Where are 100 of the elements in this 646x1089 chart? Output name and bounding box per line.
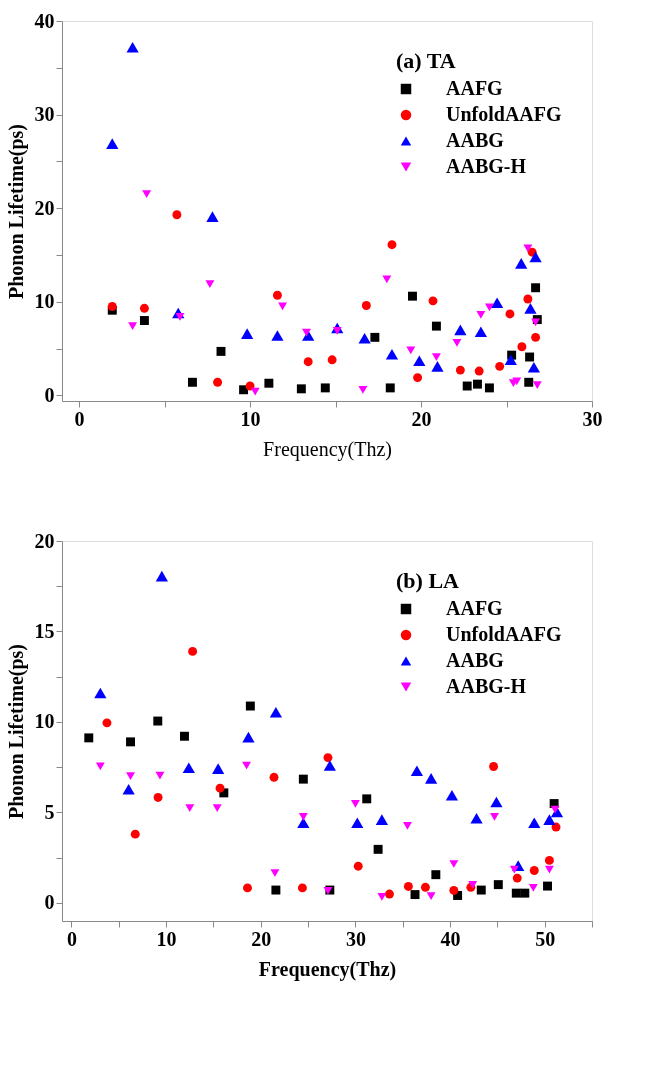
point: [296, 384, 306, 394]
x-tick-label: 10: [240, 407, 261, 430]
point: [512, 873, 522, 883]
point: [320, 383, 330, 393]
point: [523, 294, 533, 304]
point: [241, 328, 254, 339]
x-tick-label: 30: [345, 927, 366, 950]
point: [323, 753, 333, 763]
x-tick-label: 20: [411, 407, 432, 430]
point: [550, 805, 560, 814]
point: [302, 328, 311, 337]
point: [431, 321, 441, 331]
point: [351, 817, 364, 829]
point: [402, 821, 412, 830]
point: [543, 814, 556, 825]
point: [353, 861, 363, 871]
y-tick-label: 20: [34, 529, 55, 552]
point: [298, 812, 308, 821]
x-tick-label: 50: [535, 927, 556, 950]
point: [188, 646, 198, 656]
x-axis-title: Frequency(Thz): [258, 957, 397, 981]
legend-label: AAFG: [446, 597, 504, 619]
x-tick-label: 40: [440, 927, 461, 950]
point: [544, 865, 554, 874]
legend-label: AABG-H: [446, 675, 527, 697]
point: [187, 377, 197, 387]
point: [155, 570, 168, 582]
point: [385, 383, 395, 393]
point: [403, 881, 413, 891]
point: [172, 210, 182, 220]
point: [413, 355, 426, 367]
point: [529, 251, 542, 263]
y-tick-label: 20: [34, 196, 55, 219]
point: [212, 763, 225, 774]
point: [490, 297, 504, 309]
point: [384, 889, 394, 899]
point: [472, 379, 482, 389]
x-tick-label: 30: [582, 407, 603, 430]
point: [139, 316, 149, 325]
point: [431, 361, 444, 372]
point: [350, 800, 360, 808]
point: [303, 357, 313, 367]
y-tick-label: 40: [34, 9, 55, 32]
point: [524, 303, 537, 314]
y-tick-label: 10: [34, 710, 55, 733]
point: [242, 761, 252, 770]
y-tick-label: 10: [34, 290, 55, 313]
point: [270, 869, 280, 878]
point: [139, 303, 149, 313]
point: [420, 882, 430, 892]
point: [269, 706, 283, 718]
point: [426, 892, 436, 901]
point: [362, 794, 372, 804]
point: [520, 888, 530, 898]
y-tick-label: 15: [34, 619, 55, 642]
point: [142, 190, 152, 199]
point: [370, 332, 380, 342]
point: [215, 783, 225, 793]
point: [94, 687, 107, 699]
legend-label: UnfoldAAFG: [446, 623, 563, 645]
point: [476, 885, 486, 895]
point: [175, 312, 185, 321]
point: [454, 324, 467, 336]
point: [212, 804, 222, 812]
point: [106, 138, 119, 149]
point: [455, 365, 465, 375]
x-tick-label: 0: [74, 407, 85, 430]
point: [505, 309, 515, 319]
point: [182, 762, 195, 774]
point: [264, 378, 274, 388]
point: [205, 280, 215, 288]
point: [529, 866, 539, 875]
point: [332, 326, 342, 335]
point: [431, 353, 441, 361]
point: [511, 888, 521, 898]
point: [509, 865, 519, 874]
point: [102, 718, 112, 728]
point: [126, 772, 135, 780]
point: [524, 377, 534, 387]
point: [413, 373, 423, 383]
point: [387, 240, 397, 250]
y-tick-label: 5: [44, 800, 55, 823]
point: [153, 716, 163, 726]
point: [525, 352, 535, 362]
point: [213, 377, 223, 387]
point: [271, 885, 281, 895]
point: [470, 812, 483, 824]
point: [527, 362, 540, 373]
point: [242, 731, 255, 743]
x-tick-label: 10: [156, 927, 177, 950]
point: [185, 804, 195, 812]
x-tick-label: 0: [66, 927, 77, 950]
point: [512, 377, 522, 386]
point: [484, 383, 494, 393]
point: [493, 880, 503, 890]
point: [377, 892, 387, 901]
point: [385, 348, 399, 360]
point: [243, 883, 252, 893]
y-tick-label: 30: [34, 103, 55, 126]
point: [180, 731, 189, 741]
